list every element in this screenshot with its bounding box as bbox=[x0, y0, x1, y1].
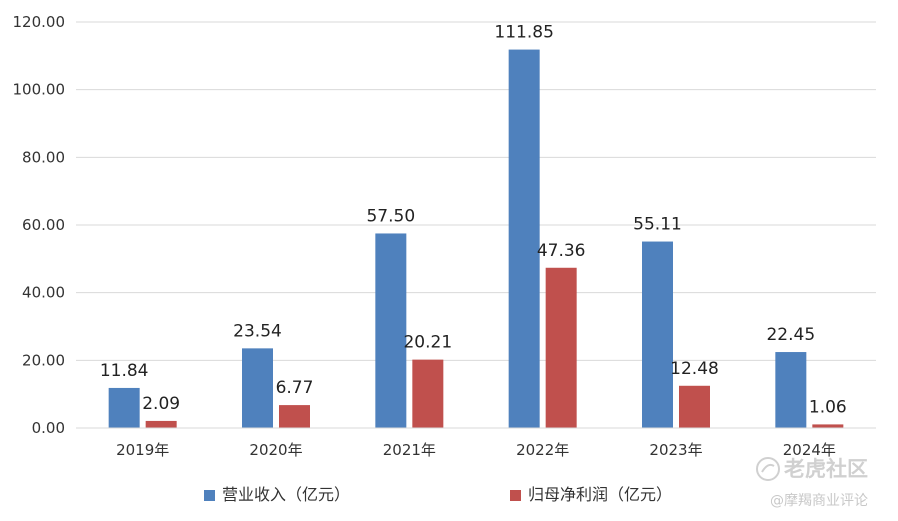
data-label: 12.48 bbox=[670, 359, 719, 379]
legend-swatch bbox=[510, 490, 521, 501]
y-tick-label: 80.00 bbox=[22, 148, 65, 166]
legend-label: 营业收入（亿元） bbox=[222, 485, 350, 504]
data-label: 1.06 bbox=[809, 397, 847, 417]
data-label: 57.50 bbox=[366, 206, 415, 226]
x-category-label: 2019年 bbox=[116, 441, 169, 459]
data-label: 23.54 bbox=[233, 321, 282, 341]
bar-net-profit bbox=[679, 385, 710, 428]
bar-revenue bbox=[108, 387, 140, 428]
bars bbox=[108, 49, 844, 429]
watermark-sub-text: @摩羯商业评论 bbox=[770, 492, 868, 509]
data-label: 22.45 bbox=[766, 325, 815, 345]
data-label: 2.09 bbox=[142, 394, 180, 414]
data-label: 6.77 bbox=[276, 378, 314, 398]
x-category-label: 2024年 bbox=[783, 441, 836, 459]
legend-swatch bbox=[204, 490, 215, 501]
y-axis-tick-labels: 0.00 20.00 40.00 60.00 80.00 100.00 120.00 bbox=[13, 13, 66, 437]
watermark: 老虎社区 @摩羯商业评论 bbox=[756, 457, 868, 509]
bar-net-profit bbox=[412, 359, 444, 428]
bar-revenue bbox=[642, 241, 673, 428]
x-category-label: 2021年 bbox=[383, 441, 436, 459]
bar-net-profit bbox=[145, 420, 177, 428]
data-label: 55.11 bbox=[633, 215, 682, 235]
y-tick-label: 40.00 bbox=[22, 284, 65, 302]
y-tick-label: 120.00 bbox=[13, 13, 66, 31]
y-tick-label: 60.00 bbox=[22, 216, 65, 234]
legend: 营业收入（亿元） 归母净利润（亿元） bbox=[204, 485, 672, 504]
x-category-label: 2020年 bbox=[249, 441, 302, 459]
bar-revenue bbox=[375, 233, 407, 428]
data-labels: 11.84 2.09 23.54 6.77 57.50 20.21 111.85 47.36 5… bbox=[100, 23, 847, 418]
x-axis-category-labels: 2019年 2020年 2021年 2022年 2023年 2024年 bbox=[116, 441, 836, 459]
bar-net-profit bbox=[545, 267, 577, 428]
grid-lines bbox=[76, 21, 876, 361]
x-category-label: 2022年 bbox=[516, 441, 569, 459]
data-label: 20.21 bbox=[403, 333, 452, 353]
y-tick-label: 0.00 bbox=[32, 419, 65, 437]
tiger-logo-icon bbox=[756, 457, 780, 481]
data-label: 111.85 bbox=[494, 23, 553, 43]
x-category-label: 2023年 bbox=[649, 441, 702, 459]
y-tick-label: 20.00 bbox=[22, 351, 65, 369]
legend-label: 归母净利润（亿元） bbox=[528, 485, 672, 504]
bar-revenue bbox=[775, 352, 807, 428]
bar-net-profit bbox=[812, 424, 844, 428]
watermark-main-text: 老虎社区 bbox=[784, 457, 868, 481]
bar-revenue bbox=[242, 348, 273, 428]
data-label: 11.84 bbox=[100, 361, 149, 381]
data-label: 47.36 bbox=[537, 241, 586, 261]
bar-revenue bbox=[508, 49, 540, 429]
y-tick-label: 100.00 bbox=[13, 81, 66, 99]
bar-net-profit bbox=[279, 405, 310, 428]
